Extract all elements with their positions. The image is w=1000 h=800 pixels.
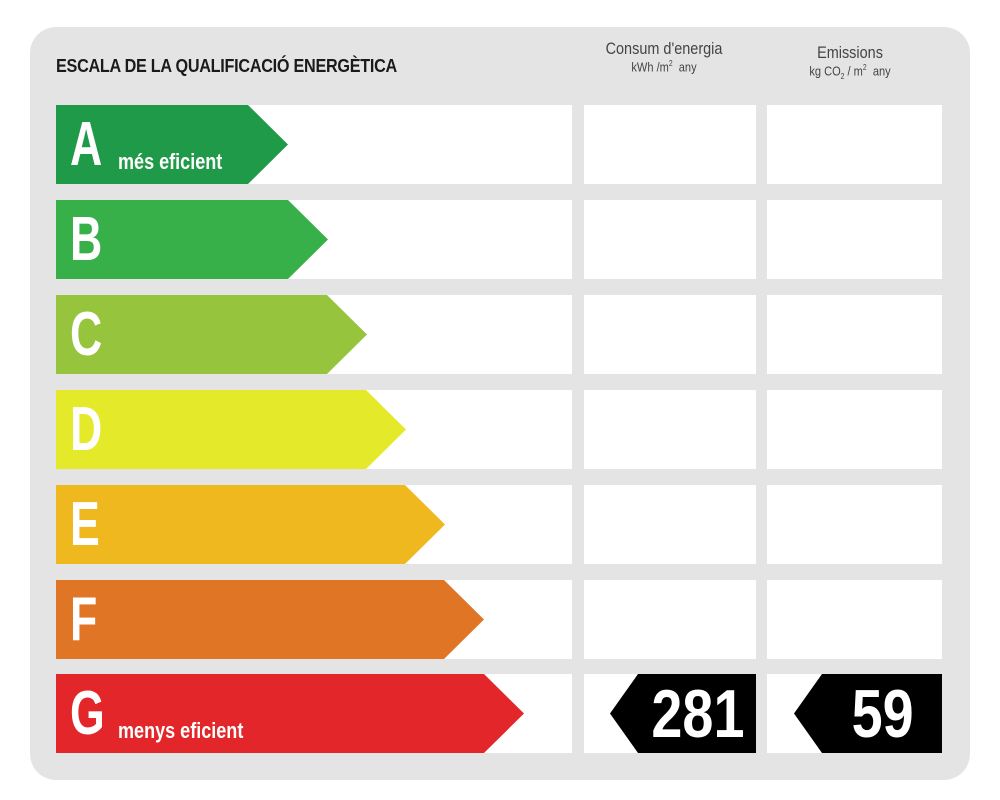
rating-row-d: D [56,390,942,469]
rating-row-c: C [56,295,942,374]
scale-cell: B [56,200,572,279]
class-label: més eficient [118,149,223,174]
page-title: ESCALA DE LA QUALIFICACIÓ ENERGÈTICA [56,56,397,76]
energy-column-label: Consum d'energia [605,39,723,58]
scale-cell: F [56,580,572,659]
energy-value-cell [584,200,756,279]
class-arrow-f: F [56,580,484,659]
energy-value-cell [584,390,756,469]
class-letter: G [70,679,105,748]
rating-row-f: F [56,580,942,659]
emissions-column-header: Emissions kg CO2 / m2 any [782,42,918,82]
emissions-value-cell [767,390,942,469]
emissions-value: 59 [851,676,914,752]
emissions-value-cell [767,580,942,659]
energy-value-cell [584,580,756,659]
energy-value: 281 [650,676,744,752]
emissions-value-cell [767,295,942,374]
scale-cell: E [56,485,572,564]
class-arrow-d: D [56,390,406,469]
class-label: menys eficient [118,718,244,743]
energy-value-cell [584,485,756,564]
rating-row-b: B [56,200,942,279]
class-letter: C [70,300,103,369]
rating-row-e: E [56,485,942,564]
class-arrow-c: C [56,295,367,374]
energy-column-unit: kWh /m2 any [631,59,697,75]
energy-value-cell: 281 [584,674,756,753]
energy-value-cell [584,295,756,374]
class-letter: B [70,205,103,274]
class-arrow-e: E [56,485,445,564]
emissions-column-unit: kg CO2 / m2 any [809,63,891,82]
emissions-value-cell: 59 [767,674,942,753]
class-letter: D [70,395,103,464]
class-letter: E [70,490,100,559]
scale-cell: C [56,295,572,374]
emissions-column-label: Emissions [817,43,883,62]
class-arrow-b: B [56,200,328,279]
class-letter: A [70,110,103,179]
emissions-rating-badge: 59 [794,674,942,753]
scale-cell: D [56,390,572,469]
class-letter: F [70,585,98,654]
emissions-value-cell [767,485,942,564]
emissions-value-cell [767,105,942,184]
emissions-value-cell [767,200,942,279]
energy-column-header: Consum d'energia kWh /m2 any [598,38,731,76]
energy-rating-badge: 281 [610,674,756,753]
energy-value-cell [584,105,756,184]
